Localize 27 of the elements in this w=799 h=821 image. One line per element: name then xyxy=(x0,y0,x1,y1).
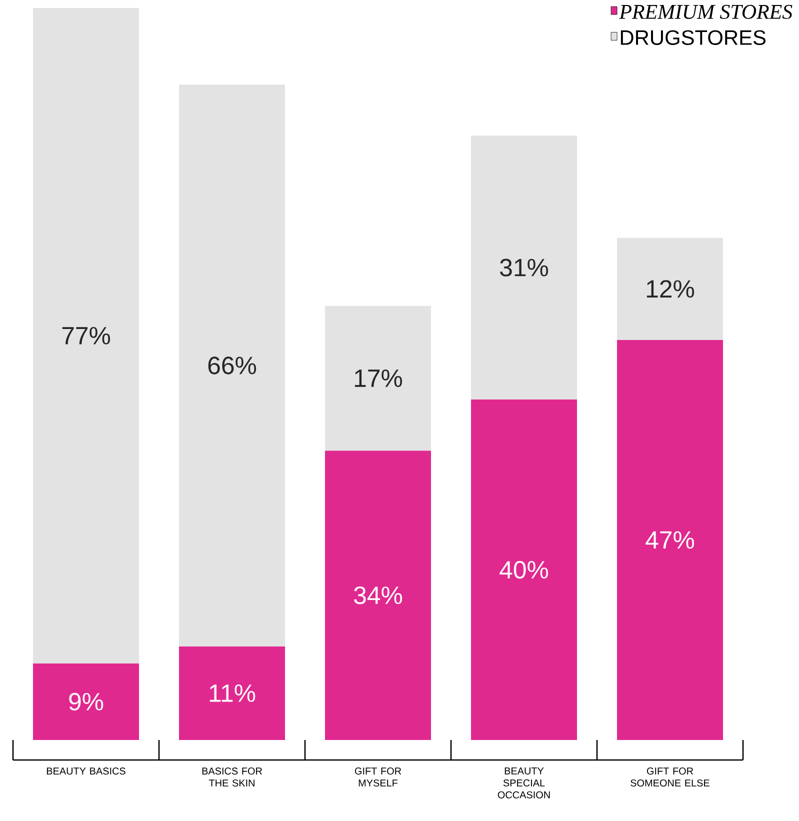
x-tick-label: GIFT FOR SOMEONE ELSE xyxy=(630,768,710,787)
bar xyxy=(325,450,432,740)
bar xyxy=(33,8,139,664)
data-label: 12% xyxy=(646,280,694,298)
legend-label: PREMIUM STORES xyxy=(619,4,792,19)
bar xyxy=(471,136,578,400)
bar xyxy=(325,306,432,451)
x-tick-label: BEAUTY SPECIAL OCCASION xyxy=(498,768,550,798)
data-label: 66% xyxy=(208,356,256,374)
data-label: 17% xyxy=(354,370,402,387)
x-tick-label: GIFT FOR MYSELF xyxy=(354,768,402,787)
bar xyxy=(179,84,286,646)
x-tick-label: BASICS FOR THE SKIN xyxy=(202,768,262,787)
data-label: 34% xyxy=(354,586,402,604)
legend-label: DRUGSTORES xyxy=(620,30,766,46)
bar xyxy=(33,663,139,740)
data-label: 77% xyxy=(62,326,110,344)
bar xyxy=(617,340,724,740)
x-tick-label: BEAUTY BASICS xyxy=(46,768,126,775)
data-label: 31% xyxy=(500,258,548,276)
bar xyxy=(471,400,578,740)
data-label: 11% xyxy=(210,684,256,702)
data-label: 47% xyxy=(646,531,694,549)
data-label: 40% xyxy=(500,560,548,579)
data-label: 9% xyxy=(69,692,104,711)
bar xyxy=(617,238,724,340)
bar xyxy=(179,646,286,740)
